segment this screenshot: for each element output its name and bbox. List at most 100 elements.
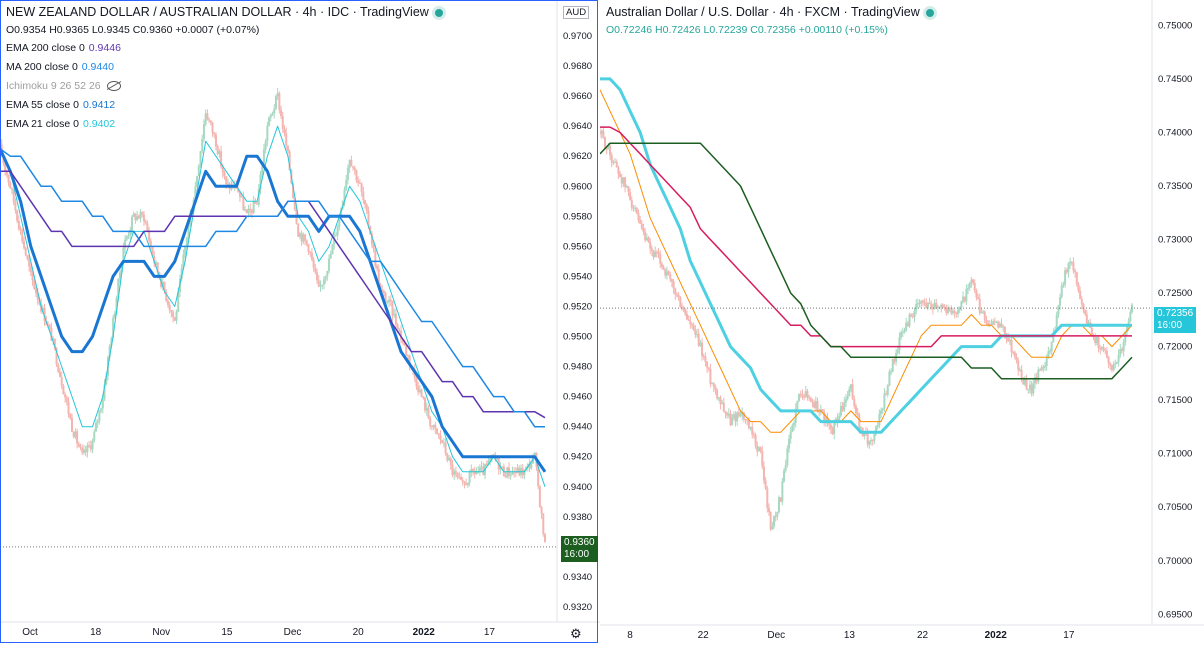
candle-body bbox=[1030, 384, 1033, 394]
candle-body bbox=[901, 332, 904, 334]
candle-body bbox=[739, 415, 742, 417]
candle-body bbox=[1065, 270, 1068, 273]
candle-body bbox=[1057, 305, 1060, 315]
indicator-ichimoku[interactable]: Ichimoku 9 26 52 26 bbox=[6, 80, 121, 92]
candle-body bbox=[24, 247, 27, 256]
indicator-label: EMA 55 close 0 bbox=[6, 99, 79, 111]
x-tick-label: Dec bbox=[284, 627, 302, 638]
candle-body bbox=[772, 516, 775, 527]
indicator-ema55[interactable]: EMA 55 close 0 0.9412 bbox=[6, 99, 115, 111]
hidden-eye-icon[interactable] bbox=[106, 81, 121, 92]
candle-body bbox=[214, 134, 217, 147]
candle-body bbox=[778, 497, 781, 512]
candle-body bbox=[468, 471, 471, 483]
candle-body bbox=[168, 304, 171, 311]
candle-body bbox=[362, 191, 365, 201]
candle-body bbox=[365, 204, 368, 212]
candle-body bbox=[125, 236, 128, 240]
candle-body bbox=[1049, 351, 1052, 353]
candle-body bbox=[1045, 358, 1048, 367]
y-tick-label: 0.9440 bbox=[563, 422, 592, 433]
candle-body bbox=[429, 418, 432, 427]
candle-body bbox=[396, 324, 399, 332]
candle-body bbox=[41, 307, 44, 312]
candle-body bbox=[460, 476, 463, 481]
candle-body bbox=[602, 130, 605, 138]
candle-body bbox=[262, 149, 265, 167]
candle-body bbox=[324, 276, 327, 280]
candle-body bbox=[82, 449, 85, 453]
candle-body bbox=[714, 386, 717, 390]
candle-body bbox=[60, 376, 63, 386]
candle-body bbox=[863, 431, 866, 437]
candle-body bbox=[300, 233, 303, 242]
candle-body bbox=[642, 228, 645, 232]
candle-body bbox=[853, 398, 856, 407]
candle-body bbox=[1069, 261, 1072, 264]
candle-body bbox=[1015, 356, 1018, 361]
candle-body bbox=[858, 414, 861, 429]
candle-body bbox=[670, 279, 673, 282]
indicator-ma200[interactable]: MA 200 close 0 0.9440 bbox=[6, 61, 114, 73]
candle-body bbox=[424, 398, 427, 411]
candle-body bbox=[201, 138, 204, 152]
indicator-ema200[interactable]: EMA 200 close 0 0.9446 bbox=[6, 42, 121, 54]
candle-body bbox=[908, 314, 911, 327]
candle-body bbox=[1023, 378, 1026, 385]
candle-body bbox=[163, 281, 166, 292]
candle-body bbox=[4, 162, 7, 171]
candle-body bbox=[146, 223, 149, 232]
candle-body bbox=[980, 312, 983, 314]
candle-body bbox=[489, 458, 492, 461]
candle-body bbox=[34, 288, 37, 294]
candle-body bbox=[334, 235, 337, 237]
ohlc-open: O0.72246 bbox=[606, 24, 653, 36]
candle-body bbox=[1122, 342, 1125, 352]
candle-body bbox=[1117, 354, 1120, 362]
candle-body bbox=[848, 389, 851, 397]
candle-body bbox=[667, 271, 670, 275]
x-tick-label: Dec bbox=[767, 630, 785, 641]
y-tick-label: 0.9620 bbox=[563, 151, 592, 162]
candle-body bbox=[525, 466, 528, 470]
series-line-ma-200-dark-green- bbox=[600, 142, 1133, 380]
candle-body bbox=[886, 385, 889, 395]
candle-body bbox=[776, 511, 779, 517]
candle-body bbox=[883, 393, 886, 409]
candle-body bbox=[538, 486, 541, 508]
ohlc-low: L0.9345 bbox=[91, 24, 130, 36]
candle-body bbox=[933, 302, 936, 309]
nzdaud-chart-panel[interactable]: 0.9700 0.9680 0.9660 0.9640 0.9620 0.9600 0.95… bbox=[0, 0, 600, 655]
candle-body bbox=[833, 420, 836, 434]
candle-body bbox=[876, 425, 879, 427]
candle-body bbox=[692, 325, 695, 331]
y-tick-label: 0.9420 bbox=[563, 452, 592, 463]
candle-body bbox=[352, 166, 355, 168]
candle-body bbox=[1084, 309, 1087, 315]
settings-gear-icon[interactable]: ⚙ bbox=[570, 626, 582, 641]
candle-body bbox=[278, 93, 281, 110]
currency-label[interactable]: AUD bbox=[563, 6, 590, 19]
candle-body bbox=[274, 96, 277, 109]
candle-body bbox=[422, 396, 425, 399]
x-tick-label: 2022 bbox=[413, 627, 436, 638]
candle-body bbox=[100, 408, 103, 411]
candle-body bbox=[16, 210, 19, 221]
nzdaud-title: NEW ZEALAND DOLLAR / AUSTRALIAN DOLLAR ·… bbox=[6, 5, 443, 19]
indicator-ema21[interactable]: EMA 21 close 0 0.9402 bbox=[6, 118, 115, 130]
candle-body bbox=[890, 371, 893, 373]
candle-body bbox=[913, 310, 916, 318]
candle-body bbox=[846, 396, 849, 400]
audusd-chart-svg[interactable]: 0.75000 0.74500 0.74000 0.73500 0.73000 0.725… bbox=[600, 0, 1204, 655]
candle-body bbox=[5, 170, 8, 175]
candle-body bbox=[1042, 367, 1045, 369]
nzdaud-chart-svg[interactable]: 0.9700 0.9680 0.9660 0.9640 0.9620 0.9600 0.95… bbox=[0, 0, 600, 655]
candle-body bbox=[798, 393, 801, 401]
audusd-chart-panel[interactable]: 0.75000 0.74500 0.74000 0.73500 0.73000 0.725… bbox=[600, 0, 1204, 655]
candle-body bbox=[945, 307, 948, 314]
candle-body bbox=[79, 446, 82, 448]
candle-body bbox=[742, 412, 745, 419]
candle-body bbox=[118, 272, 121, 279]
candle-body bbox=[660, 263, 663, 267]
candle-body bbox=[854, 406, 857, 413]
